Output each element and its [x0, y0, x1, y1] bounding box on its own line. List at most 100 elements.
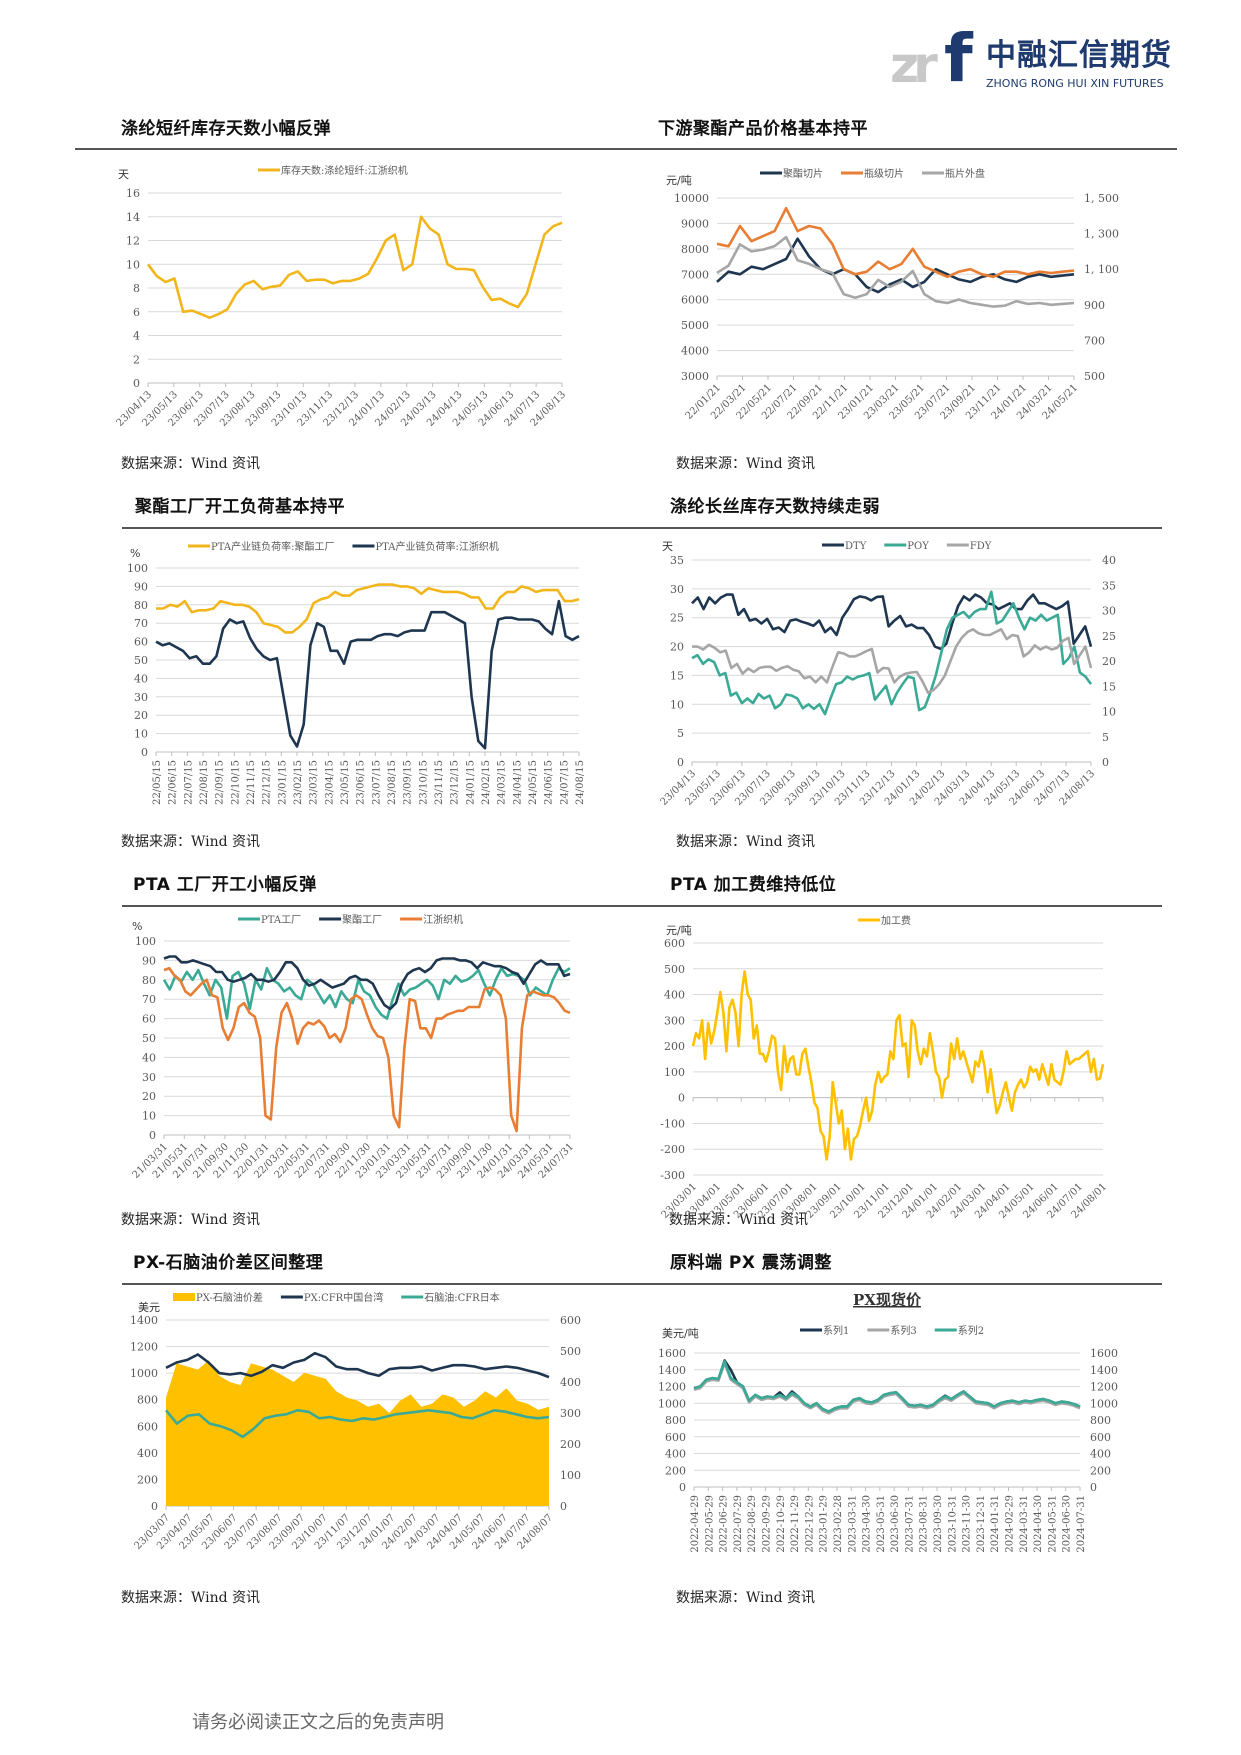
series-line-1 [163, 955, 571, 1011]
x-tick-label: 23/09/15 [403, 760, 414, 805]
legend-label: FDY [970, 541, 992, 552]
x-tick-label: 2024-03-31 [1019, 1495, 1030, 1553]
y2-tick-label: 20 [1102, 655, 1116, 668]
y-tick-label: 14 [126, 211, 140, 224]
x-tick-label: 23/06/15 [356, 760, 367, 805]
y2-tick-label: 600 [1090, 1431, 1111, 1444]
series-line-1 [716, 206, 1075, 279]
x-tick-label: 23/01/15 [277, 760, 288, 805]
x-tick-label: 23/03/15 [309, 760, 320, 805]
y-tick-label: 4000 [681, 345, 709, 358]
section-title: 聚酯工厂开工负荷基本持平 [135, 497, 345, 517]
x-tick-label: 24/03/15 [497, 760, 508, 805]
series-line-2 [164, 1409, 550, 1439]
y-tick-label: 10 [126, 258, 140, 271]
y-tick-label: 800 [137, 1394, 158, 1407]
y-tick-label: 80 [142, 974, 156, 987]
y2-tick-label: 25 [1102, 630, 1116, 643]
x-tick-label: 22/05/15 [152, 760, 163, 805]
y-tick-label: 400 [665, 1448, 686, 1461]
y-axis-unit: 天 [662, 540, 673, 553]
y2-tick-label: 0 [1102, 756, 1109, 769]
y-tick-label: 800 [665, 1414, 686, 1427]
y-axis-unit: 元/吨 [666, 924, 692, 937]
chart-3: 0 10 20 30 40 50 60 70 80 90 100% 22/05/15 22/06/15 2… [127, 540, 586, 805]
x-tick-label: 2024-04-30 [1033, 1495, 1044, 1553]
y-tick-label: 0 [678, 1092, 685, 1105]
legend-label: 江浙织机 [423, 913, 463, 926]
y-tick-label: 600 [664, 937, 685, 950]
series-line-1 [155, 599, 580, 750]
x-tick-label: 2024-01-31 [990, 1495, 1001, 1553]
legend-label: 聚酯切片 [783, 167, 823, 180]
x-tick-label: 2023-05-31 [876, 1495, 887, 1553]
x-tick-label: 22/12/15 [262, 760, 273, 805]
y-tick-label: 0 [149, 1129, 156, 1142]
x-tick-label: 2022-09-29 [761, 1495, 772, 1553]
x-tick-label: 2023-03-31 [847, 1495, 858, 1553]
x-tick-label: 2023-12-31 [976, 1495, 987, 1553]
series-line-2 [163, 966, 571, 1133]
x-tick-label: 2022-07-29 [733, 1495, 744, 1553]
y2-tick-label: 500 [560, 1345, 581, 1358]
x-tick-label: 23/05/15 [340, 760, 351, 805]
logo-mark-f: f [944, 20, 973, 97]
data-source: 数据来源：Wind 资讯 [121, 1212, 261, 1228]
x-tick-label: 2023-09-30 [933, 1495, 944, 1553]
y-axis-unit: 美元 [138, 1301, 160, 1314]
legend-label: PX-石脑油价差 [196, 1291, 263, 1304]
x-tick-label: 2023-10-31 [947, 1495, 958, 1553]
y-tick-label: 60 [134, 636, 148, 649]
y2-tick-label: 30 [1102, 605, 1116, 618]
series-line-0 [162, 966, 571, 1020]
section-title: 涤纶短纤库存天数小幅反弹 [121, 119, 331, 139]
y2-tick-label: 1, 300 [1084, 228, 1119, 241]
x-tick-label: 22/06/15 [168, 760, 179, 805]
series-line-1 [165, 1351, 550, 1379]
y-tick-label: -300 [660, 1169, 685, 1182]
x-tick-label: 2022-06-29 [719, 1495, 730, 1553]
section-divider [122, 527, 1162, 529]
x-tick-label: 23/12/15 [450, 760, 461, 805]
y2-tick-label: 0 [560, 1500, 567, 1513]
y-tick-label: 1600 [658, 1347, 686, 1360]
y-axis-unit: 元/吨 [666, 174, 692, 187]
y-tick-label: 50 [134, 654, 148, 667]
y-tick-label: 90 [134, 580, 148, 593]
y-tick-label: 16 [126, 187, 140, 200]
y2-tick-label: 1200 [1090, 1381, 1118, 1394]
y2-tick-label: 400 [1090, 1448, 1111, 1461]
y-tick-label: 5000 [681, 319, 709, 332]
series-line-2 [692, 627, 1093, 695]
y2-tick-label: 100 [560, 1469, 581, 1482]
legend-label: 系列1 [823, 1324, 849, 1337]
legend-label: 库存天数:涤纶短纤:江浙织机 [281, 164, 408, 177]
y-tick-label: 0 [133, 377, 140, 390]
y-tick-label: 20 [670, 641, 684, 654]
x-tick-label: 24/08/15 [575, 760, 586, 805]
x-tick-label: 24/06/15 [544, 760, 555, 805]
data-source: 数据来源：Wind 资讯 [121, 834, 261, 850]
chart-6: -300-200-1000100200300400500600元/吨23/03/… [660, 914, 1110, 1221]
y-axis-unit: % [132, 920, 142, 933]
y-tick-label: 500 [664, 963, 685, 976]
section-divider [122, 1283, 1162, 1285]
x-tick-label: 23/11/15 [434, 760, 445, 805]
y2-tick-label: 400 [560, 1376, 581, 1389]
y-tick-label: 70 [134, 617, 148, 630]
section-title: 下游聚酯产品价格基本持平 [658, 119, 868, 139]
y2-tick-label: 35 [1102, 579, 1116, 592]
y-tick-label: -200 [660, 1143, 685, 1156]
disclaimer-footer: 请务必阅读正文之后的免责声明 [192, 1712, 444, 1733]
x-tick-label: 2023-07-31 [904, 1495, 915, 1553]
x-tick-label: 2022-08-29 [747, 1495, 758, 1553]
y-tick-label: 200 [137, 1473, 158, 1486]
x-tick-label: 22/07/15 [183, 760, 194, 805]
chart-4: 051015202530350510152025303540天23/04/132… [659, 540, 1116, 808]
y-tick-label: 8 [133, 282, 140, 295]
section-title: 涤纶长丝库存天数持续走弱 [670, 497, 880, 517]
series-line-1 [693, 1361, 1081, 1415]
x-tick-label: 23/10/15 [418, 760, 429, 805]
x-tick-label: 24/07/15 [559, 760, 570, 805]
section-title: PTA 加工费维持低位 [670, 875, 837, 895]
